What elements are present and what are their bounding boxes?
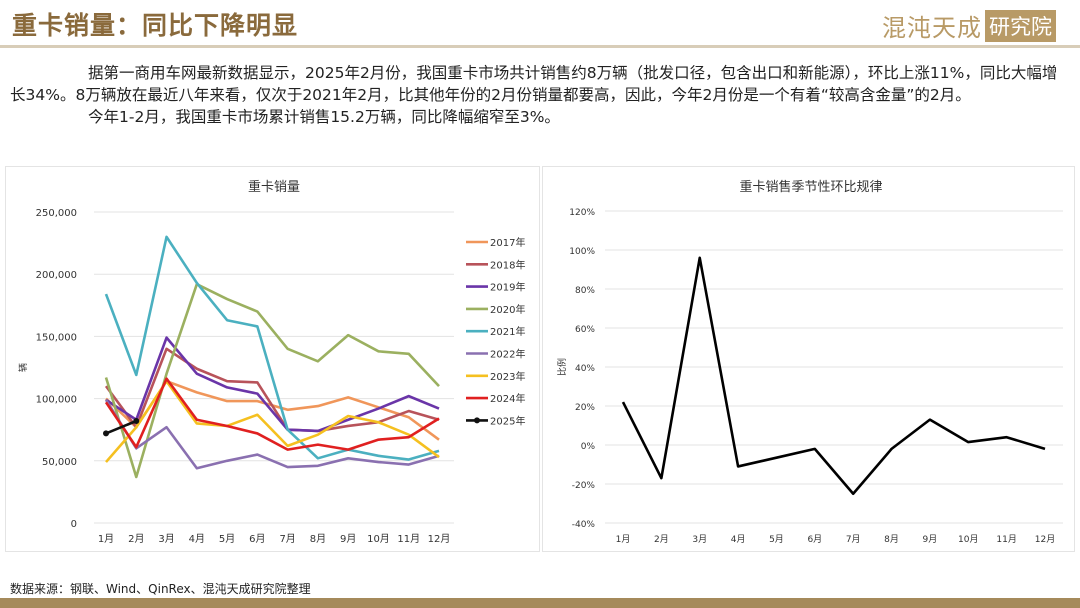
chart-title: 重卡销售季节性环比规律 bbox=[739, 179, 882, 195]
series-line-2019年 bbox=[105, 336, 440, 433]
series-line-2023年 bbox=[105, 379, 440, 463]
x-tick-label: 9月 bbox=[340, 533, 356, 545]
y-tick-label: -20% bbox=[572, 481, 596, 491]
paragraph-1: 据第一商用车网最新数据显示，2025年2月份，我国重卡市场共计销售约8万辆（批发… bbox=[10, 64, 1058, 104]
y-tick-label: 20% bbox=[575, 403, 595, 413]
series-line-mom bbox=[621, 256, 1046, 496]
footer-band bbox=[0, 598, 1080, 608]
sales-chart: 重卡销量 0 50,000 100,000 150,000 200,000 250,000 1… bbox=[17, 179, 525, 545]
legend-label: 2025年 bbox=[490, 414, 525, 427]
legend-marker bbox=[474, 417, 480, 424]
legend-label: 2024年 bbox=[490, 392, 525, 405]
x-tick-label: 1月 bbox=[616, 534, 631, 545]
x-tick-label: 6月 bbox=[249, 533, 265, 545]
y-tick-label: 50,000 bbox=[42, 457, 77, 468]
y-tick-label: 250,000 bbox=[36, 208, 77, 219]
page-title: 重卡销量：同比下降明显 bbox=[12, 11, 299, 40]
x-tick-label: 11月 bbox=[397, 533, 420, 545]
x-tick-label: 2月 bbox=[128, 533, 144, 545]
y-tick-label: 200,000 bbox=[36, 270, 77, 281]
series-line-2018年 bbox=[104, 347, 440, 433]
y-tick-label: 0% bbox=[581, 442, 596, 452]
chart-title: 重卡销量 bbox=[248, 179, 300, 195]
y-tick-label: 120% bbox=[569, 208, 595, 218]
series-line-2025年 bbox=[105, 419, 137, 435]
y-tick-label: -40% bbox=[572, 520, 596, 530]
logo-text: 混沌天成 bbox=[882, 14, 982, 42]
x-tick-label: 10月 bbox=[367, 533, 390, 545]
x-tick-label: 3月 bbox=[692, 534, 707, 545]
source-note: 数据来源：钢联、Wind、QinRex、混沌天成研究院整理 bbox=[10, 582, 311, 596]
x-tick-label: 9月 bbox=[923, 534, 938, 545]
data-point bbox=[133, 417, 140, 424]
y-tick-label: 60% bbox=[575, 325, 595, 335]
legend-label: 2022年 bbox=[490, 348, 525, 361]
logo-box: 研究院 bbox=[985, 9, 1056, 42]
series-line-2022年 bbox=[104, 399, 440, 470]
y-tick-label: 100,000 bbox=[36, 395, 77, 406]
y-tick-label: 80% bbox=[575, 286, 595, 296]
x-tick-label: 7月 bbox=[846, 534, 861, 545]
x-tick-label: 8月 bbox=[884, 534, 899, 545]
mom-chart: 重卡销售季节性环比规律 -40% -20% 0% 20% 40% 60% 80% 100% 120… bbox=[556, 179, 1063, 545]
y-axis-label: 辆 bbox=[17, 363, 29, 372]
x-tick-label: 12月 bbox=[428, 533, 451, 545]
sales-chart-panel: 重卡销量 0 50,000 100,000 150,000 200,000 250,000 1… bbox=[5, 166, 540, 552]
legend-label: 2017年 bbox=[490, 236, 525, 249]
x-tick-label: 5月 bbox=[219, 533, 235, 545]
x-tick-label: 4月 bbox=[731, 534, 746, 545]
series-line-2024年 bbox=[104, 377, 440, 451]
legend-label: 2018年 bbox=[490, 258, 525, 271]
x-tick-label: 10月 bbox=[958, 534, 978, 545]
x-tick-label: 1月 bbox=[98, 533, 114, 545]
series-line-2021年 bbox=[104, 235, 440, 461]
x-tick-label: 11月 bbox=[996, 534, 1016, 545]
legend-label: 2023年 bbox=[490, 370, 525, 383]
x-tick-label: 7月 bbox=[279, 533, 295, 545]
x-tick-label: 2月 bbox=[654, 534, 669, 545]
y-tick-label: 150,000 bbox=[36, 332, 77, 343]
x-tick-label: 6月 bbox=[807, 534, 822, 545]
x-tick-label: 4月 bbox=[189, 533, 205, 545]
mom-chart-panel: 重卡销售季节性环比规律 -40% -20% 0% 20% 40% 60% 80% 100% 120… bbox=[542, 166, 1075, 552]
x-tick-label: 5月 bbox=[769, 534, 784, 545]
x-tick-label: 8月 bbox=[310, 533, 326, 545]
y-tick-label: 100% bbox=[569, 247, 595, 257]
legend-label: 2019年 bbox=[490, 281, 525, 294]
y-tick-label: 40% bbox=[575, 364, 595, 374]
body-text: 据第一商用车网最新数据显示，2025年2月份，我国重卡市场共计销售约8万辆（批发… bbox=[10, 62, 1072, 128]
logo: 混沌天成 研究院 bbox=[882, 8, 1056, 43]
data-point bbox=[103, 430, 109, 437]
paragraph-2: 今年1-2月，我国重卡市场累计销售15.2万辆，同比降幅缩窄至3%。 bbox=[88, 108, 560, 126]
x-tick-label: 12月 bbox=[1035, 534, 1055, 545]
y-tick-label: 0 bbox=[71, 519, 77, 530]
legend-label: 2020年 bbox=[490, 303, 525, 316]
header-divider bbox=[0, 45, 1080, 48]
y-axis-label: 比例 bbox=[556, 358, 568, 376]
legend-label: 2021年 bbox=[490, 325, 525, 338]
x-tick-label: 3月 bbox=[158, 533, 174, 545]
